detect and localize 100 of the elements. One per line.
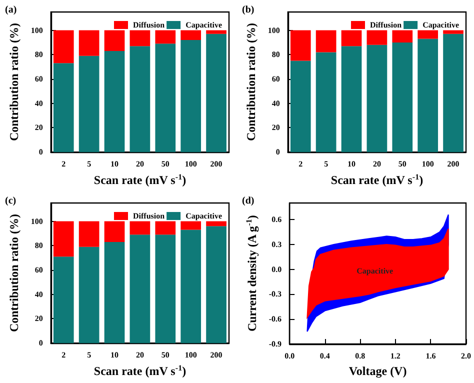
- y-axis-title: Contribution ratio (%): [7, 23, 21, 142]
- x-tick-label: 2: [62, 350, 66, 360]
- x-tick-label: 100: [184, 160, 197, 169]
- y-tick-label: 20: [272, 123, 280, 132]
- y-tick-label: 40: [272, 98, 280, 108]
- bar: [155, 44, 176, 152]
- y-axis-title: Contribution ratio (%): [244, 23, 258, 142]
- bar: [206, 34, 226, 152]
- bar: [443, 30, 464, 34]
- chart-title: (b): [242, 4, 254, 16]
- y-tick-label: 0.6: [272, 215, 282, 224]
- y-tick-label: 0: [38, 338, 43, 348]
- y-tick-label: 20: [34, 314, 43, 324]
- chart-title: (d): [242, 196, 254, 206]
- y-tick-label: 40: [34, 290, 43, 299]
- y-tick-label: 60: [34, 266, 43, 275]
- bar: [53, 256, 74, 344]
- x-tick-label: 1.6: [426, 352, 436, 360]
- x-tick-label: 10: [110, 350, 119, 360]
- x-tick-label: 2: [298, 160, 303, 169]
- chart-title: (c): [5, 196, 16, 206]
- bar: [418, 30, 438, 39]
- legend-label: Capacitive: [186, 20, 222, 30]
- bar: [290, 60, 311, 152]
- bar: [180, 30, 202, 40]
- x-tick-label: 1.2: [390, 352, 400, 360]
- x-tick-label: 50: [161, 350, 170, 360]
- y-tick-label: 40: [34, 98, 43, 108]
- x-tick-label: 200: [210, 160, 222, 169]
- bar: [104, 242, 125, 344]
- y-tick-label: -0.6: [268, 314, 282, 324]
- series-label: Capacitive: [356, 266, 394, 276]
- chart-title: (a): [5, 4, 17, 16]
- y-tick-label: 20: [34, 123, 43, 132]
- bar: [155, 234, 176, 344]
- y-tick-label: 0: [276, 148, 280, 157]
- x-axis-title: Voltage (V): [348, 364, 407, 378]
- y-tick-label: 100: [268, 26, 280, 35]
- legend-label: Diffusion: [133, 20, 166, 30]
- y-axis-title: Current density (A g-1): [244, 215, 259, 332]
- x-tick-label: 20: [372, 160, 381, 169]
- bar: [392, 42, 413, 152]
- bar: [130, 30, 150, 46]
- y-tick-label: 0.0: [272, 264, 282, 274]
- bar: [78, 30, 100, 56]
- x-tick-label: 2: [62, 160, 66, 169]
- bar: [206, 226, 226, 344]
- y-tick-label: -0.9: [268, 340, 282, 348]
- legend-label: Capacitive: [186, 212, 222, 220]
- bar: [130, 221, 150, 235]
- x-tick-label: 5: [87, 350, 92, 360]
- bar: [392, 30, 413, 42]
- x-tick-label: 0.4: [320, 352, 330, 360]
- bar: [366, 44, 388, 152]
- y-axis-title: Contribution ratio (%): [7, 214, 21, 332]
- y-tick-label: 0.3: [272, 240, 282, 249]
- x-tick-label: 5: [324, 160, 328, 169]
- bar: [130, 46, 150, 152]
- legend-label: Diffusion: [133, 212, 166, 220]
- x-tick-label: 100: [184, 350, 197, 360]
- y-tick-label: 80: [34, 50, 43, 60]
- bar: [53, 63, 74, 152]
- x-tick-label: 50: [398, 160, 406, 169]
- x-tick-label: 0.8: [355, 352, 366, 360]
- x-tick-label: 100: [422, 160, 434, 169]
- bar: [104, 50, 125, 152]
- y-tick-label: 100: [30, 216, 43, 226]
- bar: [78, 246, 100, 344]
- y-tick-label: 60: [34, 74, 43, 84]
- bar: [180, 40, 202, 152]
- x-tick-label: 0.0: [284, 352, 295, 360]
- x-tick-label: 10: [348, 160, 356, 169]
- bar: [130, 234, 150, 344]
- y-tick-label: 100: [30, 26, 43, 35]
- bar: [316, 30, 336, 52]
- legend-label: Diffusion: [370, 20, 402, 30]
- bar: [206, 30, 226, 34]
- bar: [418, 38, 438, 152]
- y-tick-label: -0.3: [268, 290, 282, 299]
- x-tick-label: 2.0: [461, 352, 471, 360]
- bar: [53, 221, 74, 257]
- bar: [316, 52, 336, 152]
- y-tick-label: 80: [34, 241, 43, 250]
- x-tick-label: 50: [161, 160, 170, 169]
- bar: [78, 56, 100, 152]
- x-tick-label: 200: [447, 160, 460, 169]
- x-tick-label: 10: [110, 160, 119, 169]
- bar: [366, 30, 388, 45]
- bar: [155, 30, 176, 44]
- bar: [78, 221, 100, 247]
- y-tick-label: 60: [272, 74, 280, 84]
- x-tick-label: 5: [87, 160, 92, 169]
- bar: [53, 30, 74, 64]
- y-tick-label: 80: [272, 50, 280, 60]
- x-tick-label: 200: [210, 350, 222, 360]
- bar: [180, 221, 202, 230]
- y-tick-label: 0: [38, 148, 43, 157]
- bar: [206, 221, 226, 226]
- bar: [155, 221, 176, 235]
- bar: [443, 34, 464, 152]
